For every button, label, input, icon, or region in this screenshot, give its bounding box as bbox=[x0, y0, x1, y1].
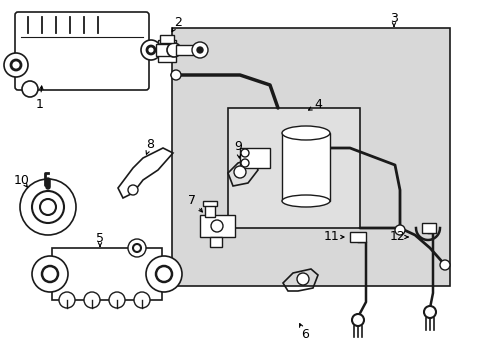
Ellipse shape bbox=[282, 195, 329, 207]
Circle shape bbox=[146, 256, 182, 292]
Text: 4: 4 bbox=[313, 99, 321, 112]
Bar bbox=[200, 215, 235, 237]
Circle shape bbox=[134, 292, 150, 308]
Circle shape bbox=[147, 46, 155, 54]
Bar bbox=[227, 108, 359, 228]
Circle shape bbox=[156, 266, 172, 282]
Circle shape bbox=[11, 60, 21, 70]
Circle shape bbox=[394, 225, 404, 235]
Text: 12: 12 bbox=[389, 230, 405, 243]
Circle shape bbox=[59, 292, 75, 308]
Circle shape bbox=[22, 81, 38, 97]
Circle shape bbox=[20, 179, 76, 235]
Text: 8: 8 bbox=[146, 139, 154, 152]
Bar bbox=[176, 45, 198, 55]
Text: 2: 2 bbox=[174, 15, 182, 28]
Circle shape bbox=[141, 40, 161, 60]
Circle shape bbox=[439, 260, 449, 270]
Circle shape bbox=[296, 273, 308, 285]
Bar bbox=[349, 232, 365, 242]
Circle shape bbox=[241, 149, 248, 157]
Text: 10: 10 bbox=[14, 174, 30, 186]
Text: 5: 5 bbox=[96, 231, 104, 244]
Circle shape bbox=[234, 166, 245, 178]
Text: 9: 9 bbox=[234, 140, 242, 153]
Circle shape bbox=[40, 199, 56, 215]
Circle shape bbox=[133, 244, 141, 252]
Circle shape bbox=[167, 43, 181, 57]
Circle shape bbox=[84, 292, 100, 308]
Circle shape bbox=[423, 306, 435, 318]
Text: 1: 1 bbox=[36, 99, 44, 112]
Circle shape bbox=[32, 191, 64, 223]
Text: 7: 7 bbox=[187, 194, 196, 207]
Bar bbox=[160, 35, 174, 43]
Circle shape bbox=[128, 239, 146, 257]
Bar bbox=[158, 40, 176, 62]
Circle shape bbox=[241, 159, 248, 167]
Ellipse shape bbox=[282, 126, 329, 140]
Circle shape bbox=[351, 314, 363, 326]
Bar bbox=[52, 248, 162, 300]
Circle shape bbox=[4, 53, 28, 77]
Text: 6: 6 bbox=[301, 328, 308, 342]
Bar bbox=[209, 237, 222, 247]
Bar bbox=[156, 44, 174, 56]
Circle shape bbox=[32, 256, 68, 292]
Bar bbox=[421, 223, 435, 233]
Circle shape bbox=[42, 266, 58, 282]
Bar bbox=[240, 148, 269, 168]
Bar bbox=[172, 28, 449, 286]
Circle shape bbox=[197, 47, 203, 53]
Circle shape bbox=[128, 185, 138, 195]
Bar bbox=[204, 203, 215, 217]
Bar bbox=[203, 201, 217, 206]
FancyBboxPatch shape bbox=[15, 12, 149, 90]
Text: 3: 3 bbox=[389, 12, 397, 24]
Text: 11: 11 bbox=[324, 230, 339, 243]
Circle shape bbox=[210, 220, 223, 232]
Circle shape bbox=[171, 70, 181, 80]
Circle shape bbox=[192, 42, 207, 58]
Bar bbox=[282, 133, 329, 201]
Circle shape bbox=[109, 292, 125, 308]
